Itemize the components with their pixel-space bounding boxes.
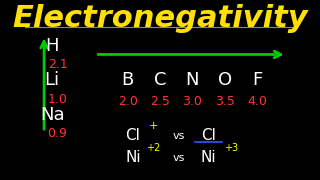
Text: 4.0: 4.0 — [247, 94, 267, 107]
Text: 2.5: 2.5 — [150, 94, 170, 107]
Text: N: N — [186, 71, 199, 89]
Text: vs: vs — [173, 153, 185, 163]
Text: Ni: Ni — [125, 150, 141, 165]
Text: 1.0: 1.0 — [48, 93, 68, 106]
Text: Li: Li — [44, 71, 60, 89]
Text: Electronegativity: Electronegativity — [12, 4, 308, 33]
Text: 0.9: 0.9 — [48, 127, 68, 140]
Text: +3: +3 — [224, 143, 238, 153]
Text: 3.0: 3.0 — [182, 94, 202, 107]
Text: B: B — [122, 71, 134, 89]
Text: +: + — [148, 121, 158, 131]
Text: F: F — [252, 71, 262, 89]
Text: Cl: Cl — [126, 128, 140, 143]
Text: 2.0: 2.0 — [118, 94, 138, 107]
Text: Na: Na — [40, 106, 64, 124]
Text: Cl: Cl — [201, 128, 216, 143]
Text: H: H — [45, 37, 59, 55]
Text: 2.1: 2.1 — [48, 58, 68, 71]
Text: vs: vs — [173, 130, 185, 141]
Text: 3.5: 3.5 — [215, 94, 235, 107]
Text: O: O — [218, 71, 232, 89]
Text: C: C — [154, 71, 166, 89]
Text: Ni: Ni — [201, 150, 216, 165]
Text: +2: +2 — [146, 143, 160, 153]
